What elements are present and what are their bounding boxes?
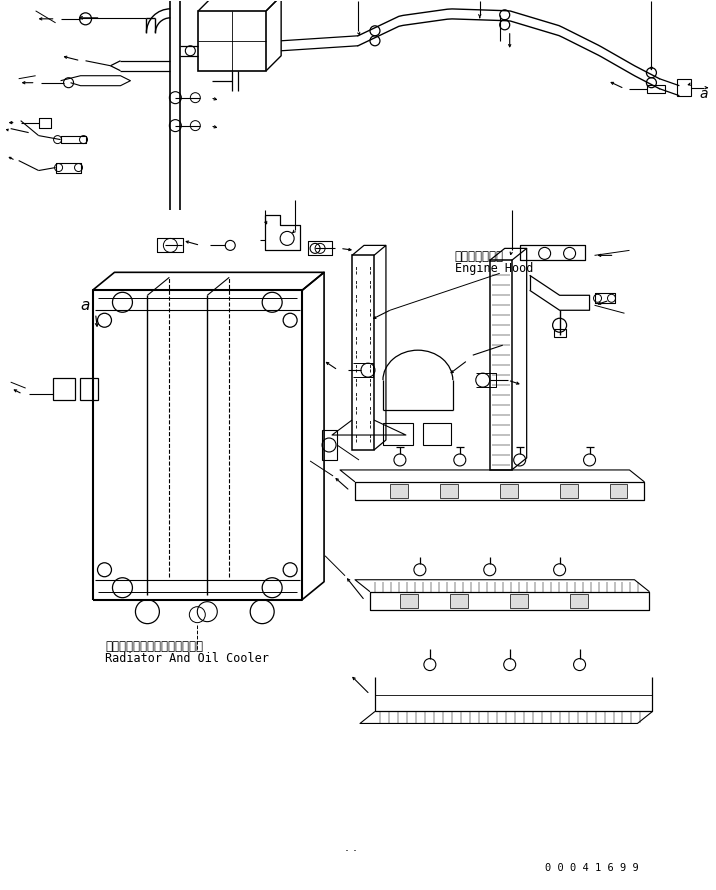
Text: Radiator And Oil Cooler: Radiator And Oil Cooler	[105, 651, 269, 665]
Bar	[553, 329, 566, 337]
Bar	[390, 484, 408, 498]
Bar	[52, 378, 74, 400]
Bar	[383, 423, 413, 445]
Bar	[510, 594, 528, 608]
Bar	[570, 594, 588, 608]
Bar	[352, 255, 374, 450]
Text: 0 0 0 4 1 6 9 9: 0 0 0 4 1 6 9 9	[545, 863, 639, 873]
Text: エンジンフード: エンジンフード	[455, 250, 504, 263]
Text: . .: . .	[345, 841, 357, 854]
Bar	[440, 484, 458, 498]
Bar	[423, 423, 451, 445]
Text: Engine Hood: Engine Hood	[455, 263, 533, 275]
Bar	[400, 594, 418, 608]
Bar	[647, 85, 665, 93]
Bar	[560, 484, 578, 498]
Bar	[198, 11, 266, 70]
Bar	[79, 378, 97, 400]
Bar	[500, 484, 518, 498]
Bar	[609, 484, 627, 498]
Bar	[490, 261, 512, 470]
Text: ラジエータおよびオイルクーラ: ラジエータおよびオイルクーラ	[105, 640, 203, 652]
Bar	[677, 78, 692, 96]
Text: a: a	[80, 298, 90, 313]
Bar	[322, 430, 337, 460]
Bar	[450, 594, 468, 608]
Text: a: a	[700, 86, 708, 101]
